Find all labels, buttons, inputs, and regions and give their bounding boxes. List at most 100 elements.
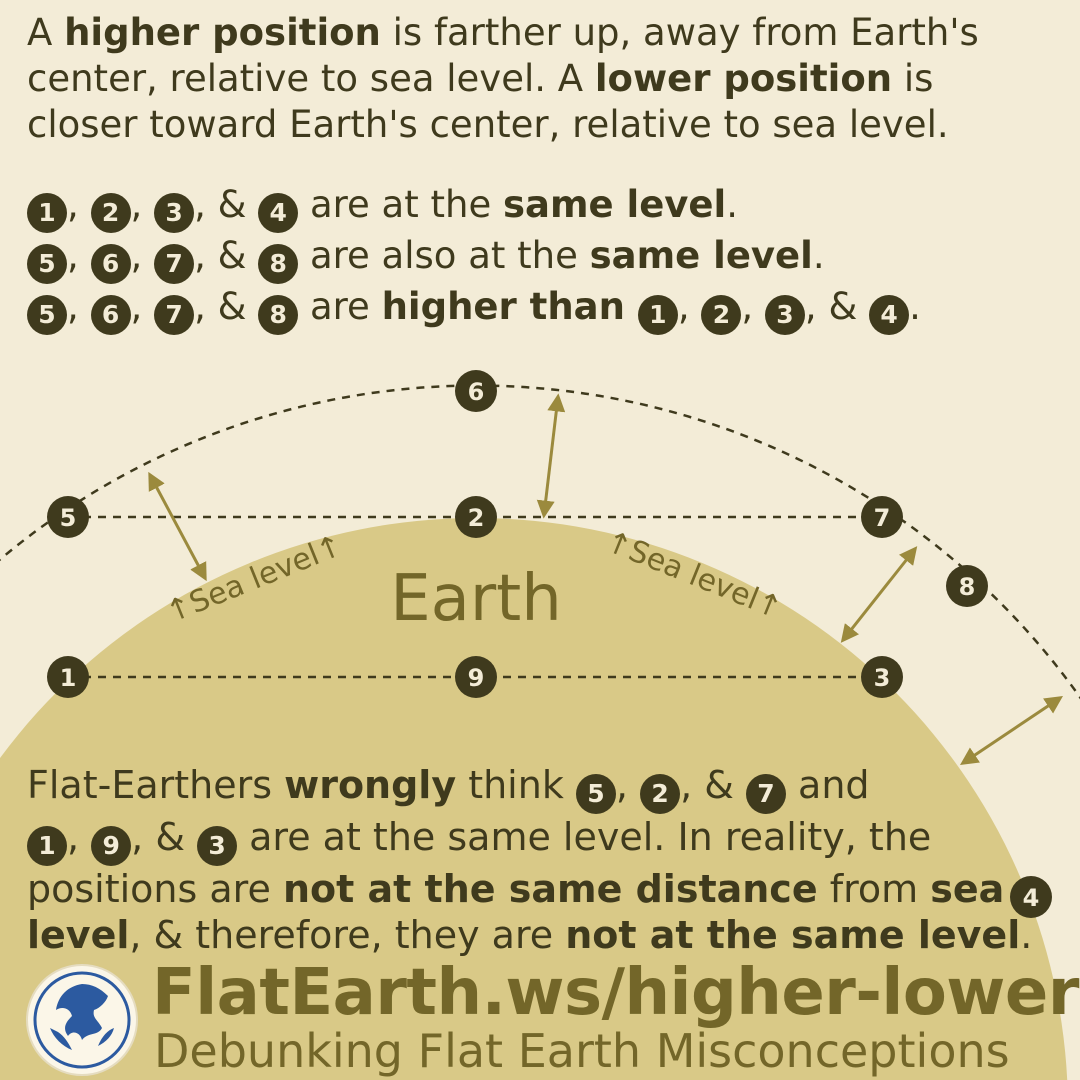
separator: , & <box>194 183 259 226</box>
position-marker-9: 9 <box>455 656 497 698</box>
svg-text:8: 8 <box>959 573 976 601</box>
number-badge: 1 <box>27 826 67 866</box>
number-badge: 2 <box>90 193 131 233</box>
intro-bold-higher: higher position <box>64 11 381 54</box>
wrong-text: , & therefore, they are <box>129 913 566 957</box>
number-badge: 2 <box>640 774 681 814</box>
wrong-bold: not at the same distance <box>282 867 818 911</box>
separator: , <box>67 285 91 328</box>
separator: , <box>67 183 91 226</box>
levels-bold: higher than <box>381 285 638 328</box>
svg-text:1: 1 <box>60 664 77 692</box>
number-badge: 4 <box>869 295 910 335</box>
wrong-bold: sea <box>930 867 1005 911</box>
intro-text: A <box>27 11 65 54</box>
levels-text: are <box>298 285 382 328</box>
separator: , <box>67 234 91 277</box>
levels-text: are at the <box>298 183 503 226</box>
svg-text:3: 3 <box>874 664 891 692</box>
wrong-text: . <box>1020 913 1033 957</box>
intro-text: center, relative to sea level. A <box>27 57 595 100</box>
wrong-text: are at the same level. In reality, the <box>237 815 932 859</box>
levels-line-2: 5, 6, 7, & 8 are also at the same level. <box>27 233 921 284</box>
higher-level-arc <box>0 384 1080 700</box>
number-badge: 6 <box>90 295 131 335</box>
levels-line-1: 1, 2, 3, & 4 are at the same level. <box>27 182 921 233</box>
position-marker-4: 4 <box>1010 876 1052 918</box>
wrong-bold: wrongly <box>284 763 457 807</box>
misconception-paragraph: Flat-Earthers wrongly think 5, 2, & 7 an… <box>27 762 1032 958</box>
separator: , & <box>131 815 198 859</box>
number-badge: 8 <box>258 244 299 284</box>
levels-text: are also at the <box>298 234 590 277</box>
number-badge: 4 <box>258 193 299 233</box>
intro-paragraph: A higher position is farther up, away fr… <box>27 10 979 148</box>
separator: , <box>130 285 155 328</box>
svg-text:6: 6 <box>468 378 485 406</box>
intro-line-1: A higher position is farther up, away fr… <box>27 10 979 56</box>
intro-text: closer toward Earth's center, relative t… <box>27 103 949 146</box>
wrong-text: think <box>456 763 576 807</box>
svg-text:5: 5 <box>60 504 77 532</box>
separator: , & <box>680 763 746 807</box>
position-markers: 1 2 3 4 5 6 7 <box>47 370 1052 918</box>
number-badge: 1 <box>637 295 678 335</box>
intro-line-2: center, relative to sea level. A lower p… <box>27 56 979 102</box>
separator: , <box>130 234 155 277</box>
wrong-line-4: level, & therefore, they are not at the … <box>27 912 1032 958</box>
levels-line-3: 5, 6, 7, & 8 are higher than 1, 2, 3, & … <box>27 284 921 335</box>
levels-text: . <box>812 234 825 277</box>
wrong-text: and <box>785 763 870 807</box>
number-badge: 9 <box>91 826 132 866</box>
separator: , & <box>804 285 870 328</box>
number-badge: 3 <box>154 193 195 233</box>
position-marker-3: 3 <box>861 656 903 698</box>
position-marker-5: 5 <box>47 496 89 538</box>
position-marker-8: 8 <box>946 565 988 607</box>
number-badge: 5 <box>575 774 616 814</box>
position-marker-1: 1 <box>47 656 89 698</box>
arrow-far-right <box>960 695 1063 766</box>
wrong-text: positions are <box>27 867 283 911</box>
globe-map-icon <box>26 964 138 1076</box>
wrong-line-3: positions are not at the same distance f… <box>27 866 1032 912</box>
levels-text: . <box>909 285 921 328</box>
number-badge: 5 <box>27 295 67 335</box>
level-statements: 1, 2, 3, & 4 are at the same level. 5, 6… <box>27 182 921 335</box>
number-badge: 7 <box>154 295 195 335</box>
levels-text: . <box>726 183 738 226</box>
distance-arrows <box>148 393 1063 766</box>
svg-text:9: 9 <box>468 664 485 692</box>
number-badge: 7 <box>154 244 195 284</box>
separator: , <box>741 285 765 328</box>
footer-url[interactable]: FlatEarth.ws/higher-lower <box>152 956 1079 1030</box>
position-marker-6: 6 <box>455 370 497 412</box>
wrong-text: from <box>817 867 931 911</box>
arrow-right <box>840 546 918 643</box>
wrong-bold: level <box>27 913 130 957</box>
separator: , & <box>194 234 259 277</box>
number-badge: 3 <box>197 826 238 866</box>
wrong-line-1: Flat-Earthers wrongly think 5, 2, & 7 an… <box>27 762 1032 814</box>
number-badge: 3 <box>764 295 805 335</box>
number-badge: 1 <box>27 193 67 233</box>
svg-text:4: 4 <box>1023 884 1040 912</box>
separator: , <box>615 763 641 807</box>
wrong-bold: not at the same level <box>565 913 1021 957</box>
intro-bold-lower: lower position <box>594 57 893 100</box>
earth-label: Earth <box>390 562 562 636</box>
earth-sea-level <box>0 518 1068 1080</box>
separator: , <box>130 183 155 226</box>
levels-bold: same level <box>503 183 727 226</box>
svg-text:2: 2 <box>468 504 485 532</box>
footer-tagline: Debunking Flat Earth Misconceptions <box>154 1024 1010 1078</box>
number-badge: 2 <box>701 295 742 335</box>
intro-text: is <box>892 57 934 100</box>
number-badge: 7 <box>745 774 786 814</box>
svg-text:7: 7 <box>874 504 891 532</box>
intro-line-3: closer toward Earth's center, relative t… <box>27 102 979 148</box>
separator: , <box>67 815 92 859</box>
separator: , <box>677 285 702 328</box>
